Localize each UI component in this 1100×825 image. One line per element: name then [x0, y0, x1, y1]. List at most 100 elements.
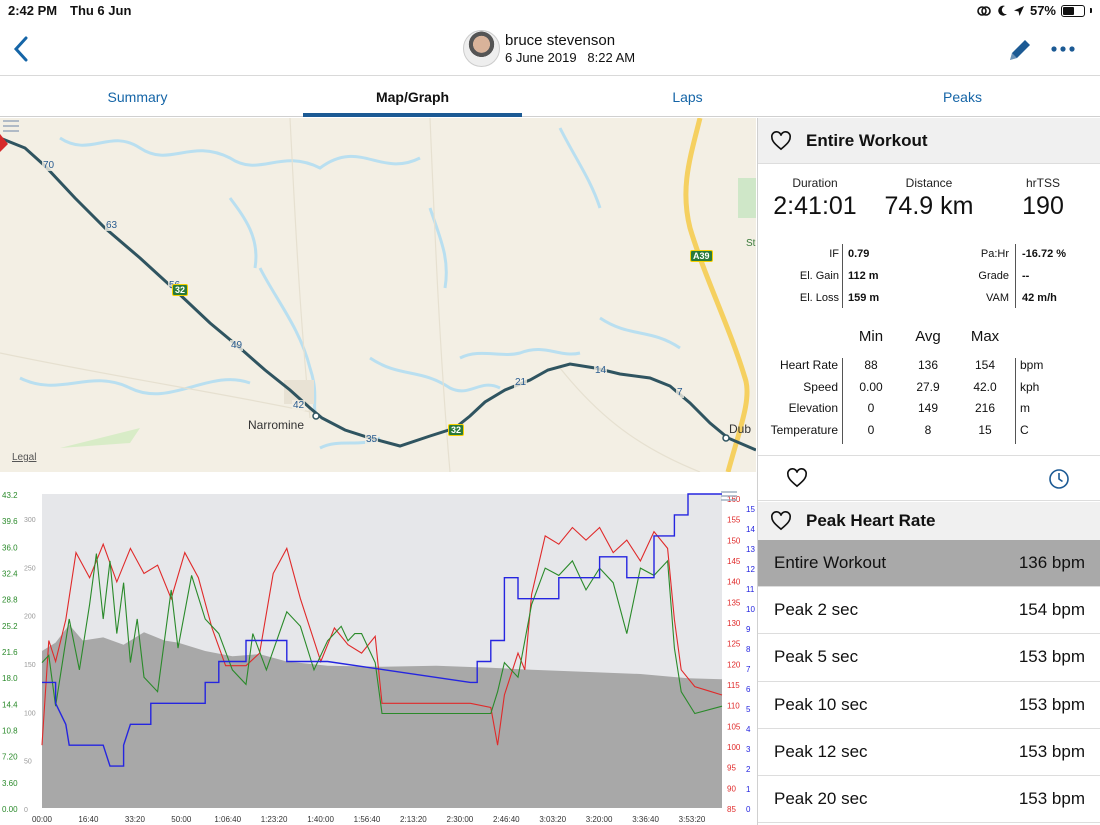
x-axis-tick: 1:56:40 — [354, 815, 381, 824]
temperature-axis-tick: 8 — [746, 645, 751, 654]
stat-value: 2:41:01 — [773, 192, 857, 220]
speed-axis-tick: 32.4 — [2, 570, 18, 579]
heart-rate-axis-tick: 105 — [727, 722, 741, 731]
min-header: Min — [858, 328, 884, 345]
temperature-axis-tick: 1 — [746, 785, 751, 794]
heart-rate-axis-tick: 130 — [727, 619, 741, 628]
mma-min: 88 — [864, 358, 878, 372]
mma-row: Heart Rate 88 136 154 bpm — [758, 358, 1100, 380]
peak-value: 153 bpm — [1018, 694, 1085, 714]
divider — [842, 244, 843, 308]
peak-row[interactable]: Peak 2 sec 154 bpm — [758, 587, 1100, 635]
tab-map-graph[interactable]: Map/Graph — [275, 77, 550, 117]
metric-row: IF 0.79 Pa:Hr -16.72 % — [758, 244, 1100, 266]
peak-row[interactable]: Peak 20 sec 153 bpm — [758, 776, 1100, 824]
temperature-axis-tick: 11 — [746, 585, 755, 594]
peak-row[interactable]: Peak 5 sec 153 bpm — [758, 634, 1100, 682]
peak-label: Peak 5 sec — [774, 647, 859, 667]
temperature-axis-tick: 10 — [746, 605, 755, 614]
temperature-axis-tick: 13 — [746, 545, 755, 554]
peak-row[interactable]: Peak 12 sec 153 bpm — [758, 729, 1100, 776]
metric-label: El. Gain — [799, 270, 839, 282]
metric-label: Grade — [978, 270, 1009, 282]
map-layers-icon[interactable] — [0, 118, 22, 134]
divider — [1015, 244, 1016, 308]
map-legal-link[interactable]: Legal — [12, 452, 37, 463]
route-map[interactable]: 70 63 56 49 42 35 28 21 14 7 32 32 A39 N… — [0, 118, 756, 472]
mma-name: Elevation — [788, 401, 838, 415]
map-minor-roads — [0, 118, 701, 472]
status-right: 57% — [976, 3, 1092, 18]
heart-rate-axis-tick: 155 — [727, 516, 741, 525]
mma-name: Temperature — [770, 422, 838, 437]
heart-rate-axis-tick: 100 — [727, 743, 741, 752]
mma-unit: C — [1020, 422, 1029, 437]
peak-label: Peak 12 sec — [774, 741, 868, 761]
mma-avg: 149 — [917, 401, 939, 415]
heart-icon[interactable] — [786, 468, 808, 488]
elevation-axis-tick: 50 — [24, 759, 32, 766]
temperature-axis-tick: 4 — [746, 725, 751, 734]
status-date: Thu 6 Jun — [70, 3, 132, 18]
heart-rate-axis-tick: 85 — [727, 805, 736, 814]
temperature-axis-tick: 7 — [746, 665, 751, 674]
tab-summary[interactable]: Summary — [107, 89, 168, 105]
heart-rate-axis-tick: 115 — [727, 681, 740, 690]
peak-value: 136 bpm — [1018, 553, 1085, 573]
stat-label: Duration — [792, 176, 838, 190]
duration-stat: Duration 2:41:01 — [758, 176, 872, 274]
x-axis-tick: 3:03:20 — [539, 815, 566, 824]
metric-value: -16.72 % — [1022, 248, 1067, 260]
heart-rate-axis-tick: 90 — [727, 784, 736, 793]
temperature-axis-tick: 12 — [746, 565, 755, 574]
stat-value: 190 — [1022, 192, 1064, 220]
divider — [1015, 358, 1016, 444]
route-shield: 32 — [448, 424, 465, 436]
heart-rate-axis-tick: 110 — [727, 702, 740, 711]
x-axis-tick: 2:46:40 — [493, 815, 520, 824]
more-icon[interactable] — [1050, 44, 1076, 54]
tab-peaks[interactable]: Peaks — [943, 89, 982, 105]
mma-max: 154 — [974, 358, 996, 372]
pencil-icon[interactable] — [1006, 36, 1034, 64]
back-chevron-icon[interactable] — [10, 34, 38, 64]
mma-min: 0 — [867, 401, 875, 415]
min-avg-max-table: Min Avg Max Heart Rate 88 136 154 bpm Speed 0… — [758, 328, 1100, 444]
workout-date: 6 June 2019 8:22 AM — [505, 50, 636, 65]
mma-header: Min Avg Max — [758, 328, 1100, 358]
route-shield: A39 — [690, 250, 713, 262]
heart-rate-axis-tick: 150 — [727, 536, 741, 545]
temperature-axis-tick: 15 — [746, 505, 755, 514]
distance-stat: Distance 74.9 km — [872, 176, 986, 274]
map-rivers — [19, 127, 681, 450]
entire-workout-header: Entire Workout — [758, 118, 1100, 164]
x-axis-tick: 2:30:00 — [447, 815, 474, 824]
clock-icon[interactable] — [1048, 468, 1070, 490]
speed-axis-tick: 39.6 — [2, 517, 18, 526]
peak-row[interactable]: Peak 10 sec 153 bpm — [758, 682, 1100, 729]
user-name: bruce stevenson — [505, 32, 616, 49]
battery-tip — [1090, 8, 1092, 13]
peak-row-entire-workout[interactable]: Entire Workout 136 bpm — [758, 540, 1100, 588]
peak-label: Entire Workout — [774, 553, 887, 573]
route-start-flag — [0, 134, 8, 152]
battery-icon — [1061, 4, 1085, 17]
km-marker: 42 — [292, 400, 306, 411]
heart-rate-axis-tick: 145 — [727, 557, 741, 566]
avatar[interactable] — [463, 30, 500, 67]
graph-canvas: 43.2 39.6 36.0 32.4 28.8 25.2 21.6 18.0 14.4 10.8… — [0, 472, 756, 825]
speed-axis-tick: 3.60 — [2, 779, 18, 788]
metric-value: -- — [1022, 270, 1030, 282]
heart-rate-axis-tick: 95 — [727, 764, 736, 773]
heart-rate-axis-tick: 125 — [727, 640, 741, 649]
tab-laps[interactable]: Laps — [672, 89, 703, 105]
speed-axis-tick: 14.4 — [2, 700, 18, 709]
workout-graph[interactable]: 43.2 39.6 36.0 32.4 28.8 25.2 21.6 18.0 14.4 10.8… — [0, 472, 756, 825]
tab-bar: Summary Map/Graph Laps Peaks — [0, 77, 1100, 117]
metric-value: 112 m — [848, 270, 879, 282]
temperature-axis-tick: 9 — [746, 625, 751, 634]
x-axis-tick: 33:20 — [125, 815, 146, 824]
heart-icon[interactable] — [770, 130, 792, 151]
heart-icon[interactable] — [770, 511, 792, 531]
hrtss-stat: hrTSS 190 — [986, 176, 1100, 274]
